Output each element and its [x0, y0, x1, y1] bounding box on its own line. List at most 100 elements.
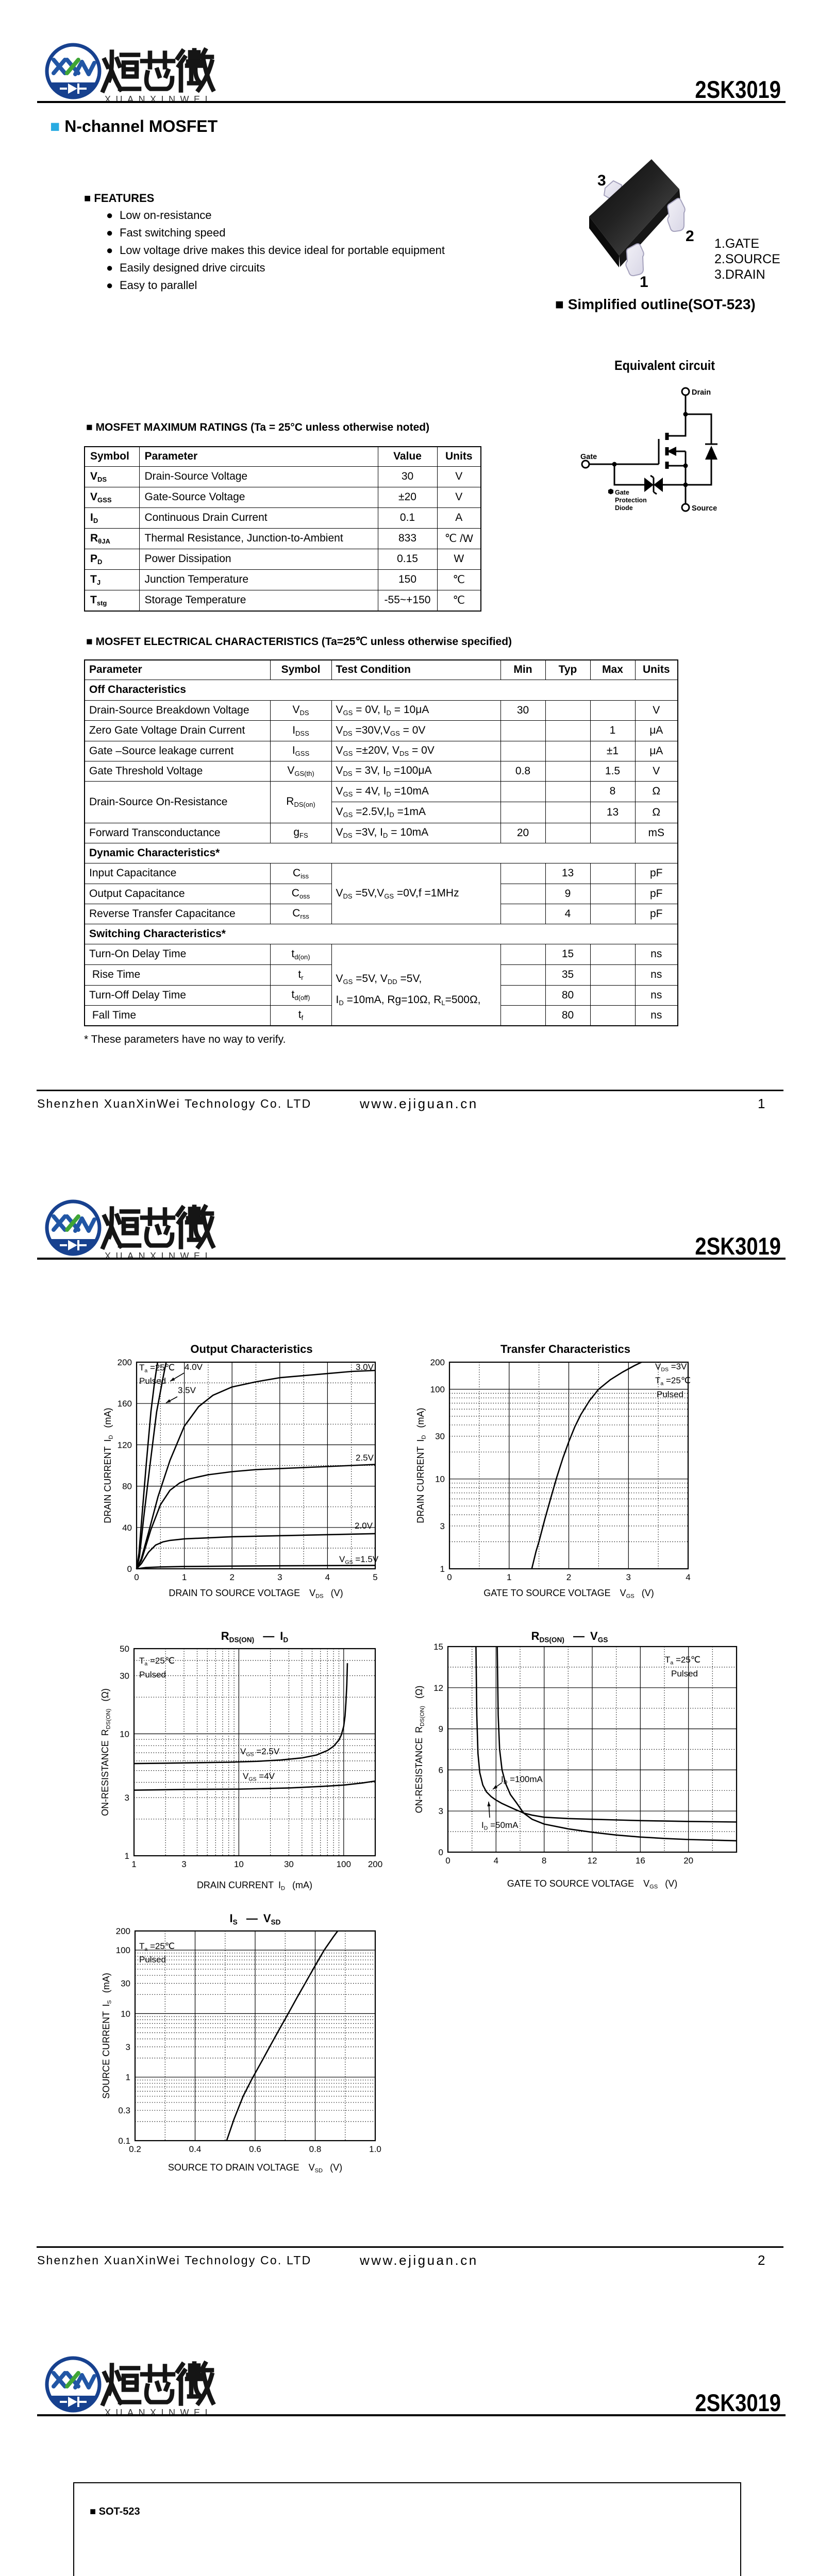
svg-text:SOURCE CURRENT IS (mA): SOURCE CURRENT IS (mA)	[101, 1973, 113, 2099]
svg-text:Ta =25℃: Ta =25℃	[139, 1363, 175, 1374]
svg-text:200: 200	[118, 1358, 132, 1367]
svg-text:Pulsed: Pulsed	[139, 1670, 166, 1680]
svg-text:200: 200	[116, 1926, 130, 1936]
svg-text:200: 200	[368, 1859, 382, 1869]
svg-text:0.1: 0.1	[118, 2136, 130, 2146]
svg-text:0.3: 0.3	[118, 2106, 130, 2115]
svg-text:10: 10	[435, 1475, 445, 1484]
svg-text:Pulsed: Pulsed	[139, 1955, 166, 1964]
svg-text:Ta =25℃: Ta =25℃	[665, 1655, 700, 1666]
svg-text:20: 20	[683, 1856, 693, 1866]
svg-text:Gate: Gate	[580, 453, 597, 461]
svg-text:30: 30	[120, 1671, 129, 1681]
svg-text:3: 3	[277, 1572, 282, 1582]
svg-text:Pulsed: Pulsed	[671, 1669, 698, 1679]
svg-text:0: 0	[447, 1572, 452, 1582]
svg-text:3.5V: 3.5V	[178, 1385, 196, 1395]
svg-text:0: 0	[127, 1564, 132, 1574]
svg-text:15: 15	[433, 1642, 443, 1652]
svg-text:Protection: Protection	[615, 497, 647, 504]
svg-text:ID =50mA: ID =50mA	[481, 1820, 519, 1831]
svg-text:GATE TO SOURCE VOLTAGE VGS (V: GATE TO SOURCE VOLTAGE VGS (V)	[507, 1878, 678, 1890]
svg-text:3: 3	[440, 1521, 445, 1531]
svg-text:80: 80	[122, 1482, 132, 1492]
svg-text:1: 1	[126, 2073, 130, 2082]
svg-text:RDS(ON) — ID: RDS(ON) — ID	[221, 1630, 289, 1643]
svg-text:4.0V: 4.0V	[185, 1362, 203, 1372]
svg-text:VGS =4V: VGS =4V	[243, 1771, 275, 1782]
svg-text:2.5V: 2.5V	[356, 1453, 374, 1463]
svg-text:100: 100	[430, 1384, 445, 1394]
svg-text:GATE TO SOURCE VOLTAGE VGS (V: GATE TO SOURCE VOLTAGE VGS (V)	[483, 1588, 654, 1600]
svg-text:SOURCE TO DRAIN VOLTAGE VSD (: SOURCE TO DRAIN VOLTAGE VSD (V)	[168, 2162, 342, 2174]
svg-text:1: 1	[182, 1572, 187, 1582]
svg-text:Pulsed: Pulsed	[139, 1376, 166, 1386]
svg-text:50: 50	[120, 1644, 129, 1654]
svg-text:3: 3	[126, 2042, 130, 2052]
svg-text:Transfer Characteristics: Transfer Characteristics	[500, 1343, 630, 1355]
svg-text:ID =100mA: ID =100mA	[501, 1774, 543, 1785]
svg-text:1: 1	[440, 1564, 445, 1574]
svg-text:VGS =1.5V: VGS =1.5V	[339, 1554, 379, 1565]
svg-text:30: 30	[435, 1432, 445, 1442]
svg-text:3: 3	[181, 1859, 186, 1869]
svg-text:2: 2	[229, 1572, 234, 1582]
svg-text:RDS(ON) — VGS: RDS(ON) — VGS	[531, 1630, 608, 1643]
svg-text:1: 1	[131, 1859, 136, 1869]
svg-text:2.0V: 2.0V	[355, 1521, 373, 1531]
svg-text:XUANXINWEI: XUANXINWEI	[105, 94, 212, 105]
svg-text:DRAIN TO SOURCE VOLTAGE VDS (: DRAIN TO SOURCE VOLTAGE VDS (V)	[169, 1588, 343, 1600]
svg-text:12: 12	[588, 1856, 597, 1866]
svg-text:2: 2	[566, 1572, 571, 1582]
svg-text:4: 4	[494, 1856, 498, 1866]
svg-text:5: 5	[373, 1572, 377, 1582]
svg-text:1.0: 1.0	[369, 2144, 381, 2154]
svg-text:3: 3	[125, 1793, 129, 1803]
svg-text:ON-RESISTANCE RDS(ON) (Ω): ON-RESISTANCE RDS(ON) (Ω)	[100, 1688, 112, 1816]
svg-text:Ta =25℃: Ta =25℃	[139, 1656, 175, 1667]
svg-text:Gate: Gate	[615, 489, 629, 496]
svg-text:10: 10	[234, 1859, 244, 1869]
svg-text:100: 100	[116, 1945, 130, 1955]
svg-text:VDS =3V: VDS =3V	[655, 1362, 687, 1372]
svg-text:40: 40	[122, 1523, 132, 1533]
svg-text:120: 120	[118, 1440, 132, 1450]
svg-text:0.6: 0.6	[249, 2144, 261, 2154]
svg-text:Ta =25℃: Ta =25℃	[139, 1941, 175, 1952]
svg-text:10: 10	[120, 1729, 129, 1739]
svg-text:Source: Source	[692, 504, 717, 513]
svg-text:30: 30	[284, 1859, 294, 1869]
svg-text:100: 100	[337, 1859, 351, 1869]
svg-text:8: 8	[542, 1856, 546, 1866]
svg-text:4: 4	[686, 1572, 690, 1582]
svg-text:VGS =2.5V: VGS =2.5V	[240, 1747, 280, 1757]
svg-text:0: 0	[439, 1848, 443, 1857]
svg-text:Output Characteristics: Output Characteristics	[190, 1343, 312, 1355]
svg-text:200: 200	[430, 1358, 445, 1367]
svg-text:10: 10	[121, 2009, 130, 2019]
svg-text:0.8: 0.8	[309, 2144, 322, 2154]
svg-text:ON-RESISTANCE RDS(ON) (Ω): ON-RESISTANCE RDS(ON) (Ω)	[414, 1686, 426, 1814]
svg-text:DRAIN CURRENT ID (mA): DRAIN CURRENT ID (mA)	[197, 1880, 312, 1892]
svg-text:DRAIN CURRENT ID (mA): DRAIN CURRENT ID (mA)	[103, 1408, 114, 1523]
svg-text:Diode: Diode	[615, 504, 633, 512]
svg-text:6: 6	[439, 1765, 443, 1775]
svg-text:Pulsed: Pulsed	[657, 1389, 683, 1399]
svg-text:1: 1	[125, 1851, 129, 1861]
svg-text:IS — VSD: IS — VSD	[230, 1912, 281, 1926]
svg-text:0.4: 0.4	[189, 2144, 202, 2154]
svg-text:9: 9	[439, 1724, 443, 1734]
svg-text:16: 16	[636, 1856, 645, 1866]
svg-text:Drain: Drain	[692, 388, 711, 397]
svg-text:0: 0	[445, 1856, 450, 1866]
svg-text:160: 160	[118, 1399, 132, 1409]
svg-text:3.0V: 3.0V	[356, 1362, 374, 1372]
svg-text:0: 0	[134, 1572, 139, 1582]
svg-text:1: 1	[507, 1572, 511, 1582]
svg-text:3: 3	[626, 1572, 631, 1582]
svg-text:3: 3	[439, 1806, 443, 1816]
svg-text:12: 12	[433, 1683, 443, 1693]
svg-text:XUANXINWEI: XUANXINWEI	[105, 2408, 212, 2418]
svg-text:Ta =25℃: Ta =25℃	[655, 1376, 691, 1386]
svg-text:0.2: 0.2	[129, 2144, 141, 2154]
